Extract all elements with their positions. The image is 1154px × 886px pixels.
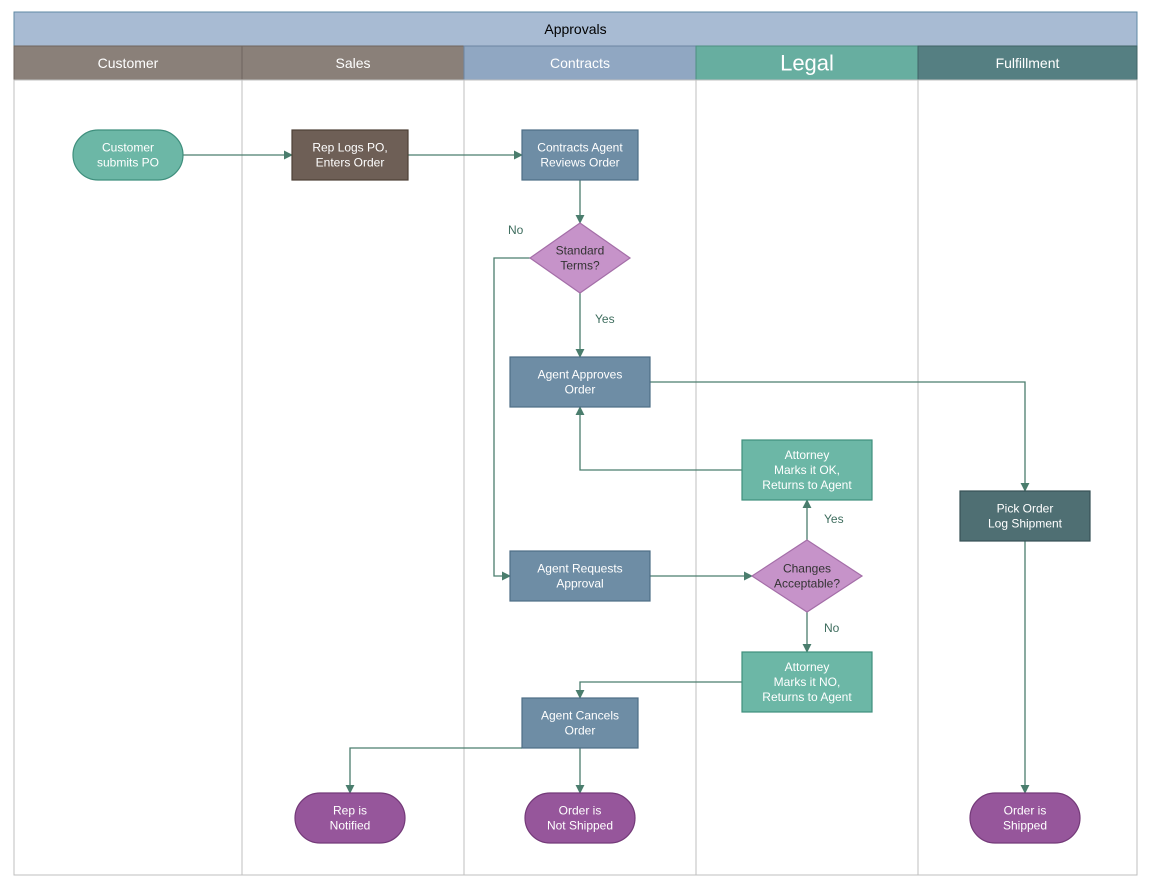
node-attorneyOK-text-line0: Attorney [785,448,830,462]
lane-label-contracts: Contracts [550,55,610,71]
node-orderShipped-text-line1: Shipped [1003,819,1047,833]
edge-label-stdTerms-agentApproves: Yes [595,312,615,326]
node-agentCancels-text-line1: Order [565,724,596,738]
lane-body-fulfillment [918,80,1137,875]
lane-label-customer: Customer [98,55,159,71]
node-changesAcc-text-line0: Changes [783,562,831,576]
edge-agentCancels-repNotified [350,748,522,793]
lane-label-legal: Legal [780,51,834,76]
node-repNotified-text-line1: Notified [330,819,371,833]
node-changesAcc-text-line1: Acceptable? [774,577,840,591]
node-pickOrder-text-line1: Log Shipment [988,517,1063,531]
lane-body-customer [14,80,242,875]
node-stdTerms-text-line0: Standard [556,244,605,258]
node-custSubmit-text-line0: Customer [102,141,154,155]
lane-label-sales: Sales [335,55,370,71]
lane-body-sales [242,80,464,875]
node-agentRequests-text-line1: Approval [556,577,603,591]
node-agentApproves-text-line0: Agent Approves [538,368,623,382]
node-attorneyOK-text-line2: Returns to Agent [762,478,852,492]
node-orderNotShipped-text-line0: Order is [559,804,602,818]
swimlane-flowchart: Approvals Customer Sales Contracts Legal Fulf… [0,0,1154,886]
edge-attorneyOK-agentApproves [580,407,742,470]
edge-label-changesAcc-attorneyNO: No [824,621,840,635]
node-contractsReview-text-line0: Contracts Agent [537,141,623,155]
node-repLogs-text-line0: Rep Logs PO, [312,141,387,155]
lane-label-fulfillment: Fulfillment [996,55,1060,71]
node-attorneyNO-text-line2: Returns to Agent [762,690,852,704]
node-repNotified-text-line0: Rep is [333,804,367,818]
node-stdTerms-text-line1: Terms? [560,259,600,273]
node-attorneyNO-text-line1: Marks it NO, [774,675,841,689]
node-repLogs-text-line1: Enters Order [316,156,385,170]
node-attorneyOK-text-line1: Marks it OK, [774,463,840,477]
edge-label-stdTerms-agentRequests: No [508,223,524,237]
edge-label-changesAcc-attorneyOK: Yes [824,512,844,526]
edge-attorneyNO-agentCancels [580,682,742,698]
node-custSubmit-text-line1: submits PO [97,156,159,170]
node-pickOrder-text-line0: Pick Order [997,502,1054,516]
title-label: Approvals [544,21,606,37]
node-orderNotShipped-text-line1: Not Shipped [547,819,613,833]
node-agentCancels-text-line0: Agent Cancels [541,709,619,723]
edge-stdTerms-agentRequests [494,258,530,576]
node-agentApproves-text-line1: Order [565,383,596,397]
node-attorneyNO-text-line0: Attorney [785,660,830,674]
node-orderShipped-text-line0: Order is [1004,804,1047,818]
node-agentRequests-text-line0: Agent Requests [537,562,622,576]
node-contractsReview-text-line1: Reviews Order [540,156,619,170]
